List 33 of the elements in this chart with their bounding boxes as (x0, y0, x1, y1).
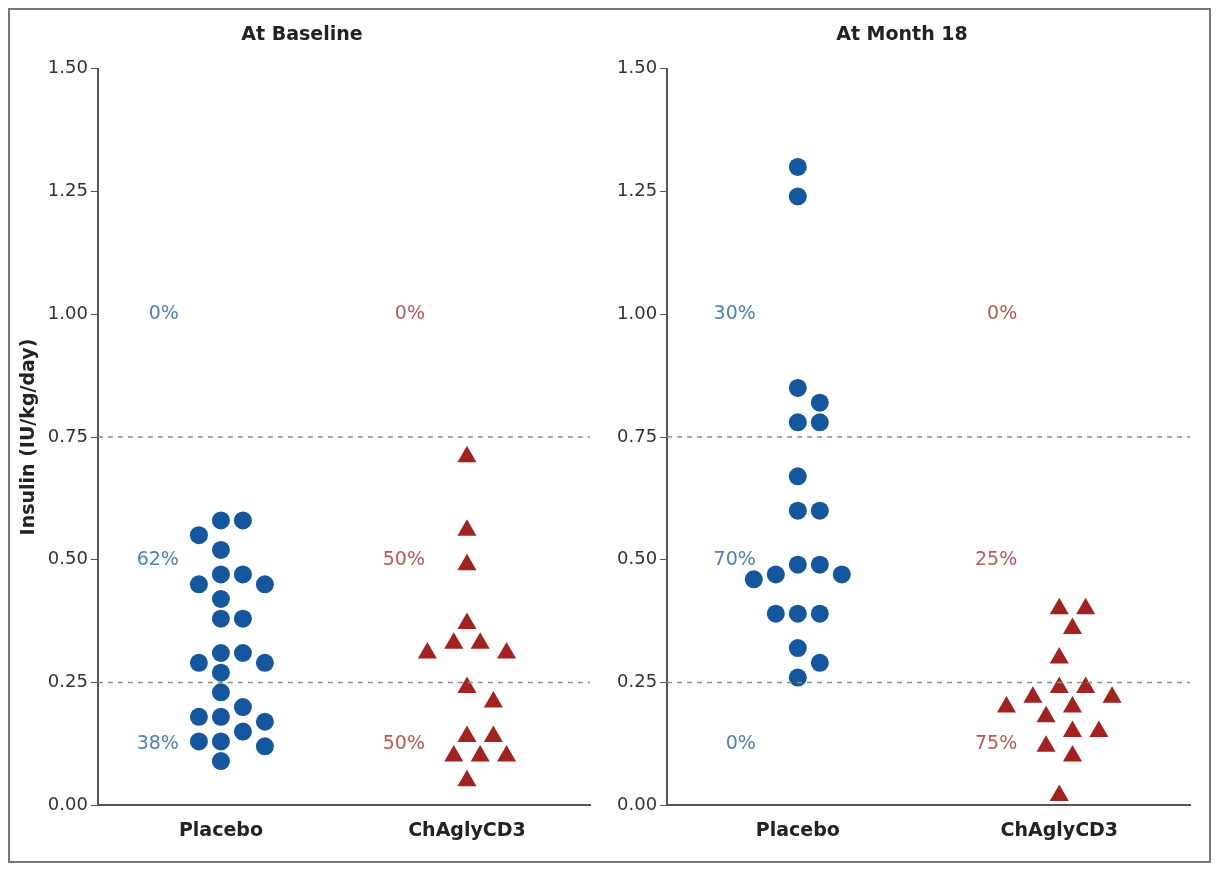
annotation: 30% (713, 301, 756, 324)
y-tick-label: 0.50 (47, 547, 88, 569)
y-tick-label: 0.25 (47, 670, 88, 692)
y-tick-label: 1.00 (617, 301, 658, 323)
chart-title: At Baseline (241, 22, 363, 45)
x-tick-label: ChAglyCD3 (408, 817, 526, 840)
y-tick-label: 1.25 (617, 179, 658, 201)
annotation: 38% (136, 730, 179, 753)
annotation: 75% (975, 730, 1018, 753)
annotation: 62% (136, 546, 179, 569)
y-tick-label: 1.50 (617, 56, 658, 78)
annotation: 70% (713, 546, 756, 569)
annotation: 0% (987, 301, 1018, 324)
annotation: 50% (382, 730, 425, 753)
annotation: 50% (382, 546, 425, 569)
annotation: 0% (394, 301, 425, 324)
chart-title: At Month 18 (836, 22, 968, 45)
y-tick-label: 0.75 (47, 424, 88, 446)
y-tick-label: 1.50 (47, 56, 88, 78)
y-tick-label: 0.75 (617, 424, 658, 446)
annotation: 0% (148, 301, 179, 324)
y-tick-label: 0.00 (617, 792, 658, 814)
y-tick-label: 0.50 (617, 547, 658, 569)
x-tick-label: Placebo (755, 817, 840, 840)
annotation: 0% (725, 730, 756, 753)
x-tick-label: ChAglyCD3 (1000, 817, 1119, 840)
y-tick-label: 1.00 (47, 301, 88, 323)
y-tick-label: 1.25 (47, 179, 88, 201)
y-tick-label: 0.25 (617, 670, 658, 692)
y-tick-label: 0.00 (47, 792, 88, 814)
x-tick-label: Placebo (178, 817, 263, 840)
annotation: 25% (975, 546, 1018, 569)
y-axis-title: Insulin (IU/kg/day) (16, 338, 39, 536)
